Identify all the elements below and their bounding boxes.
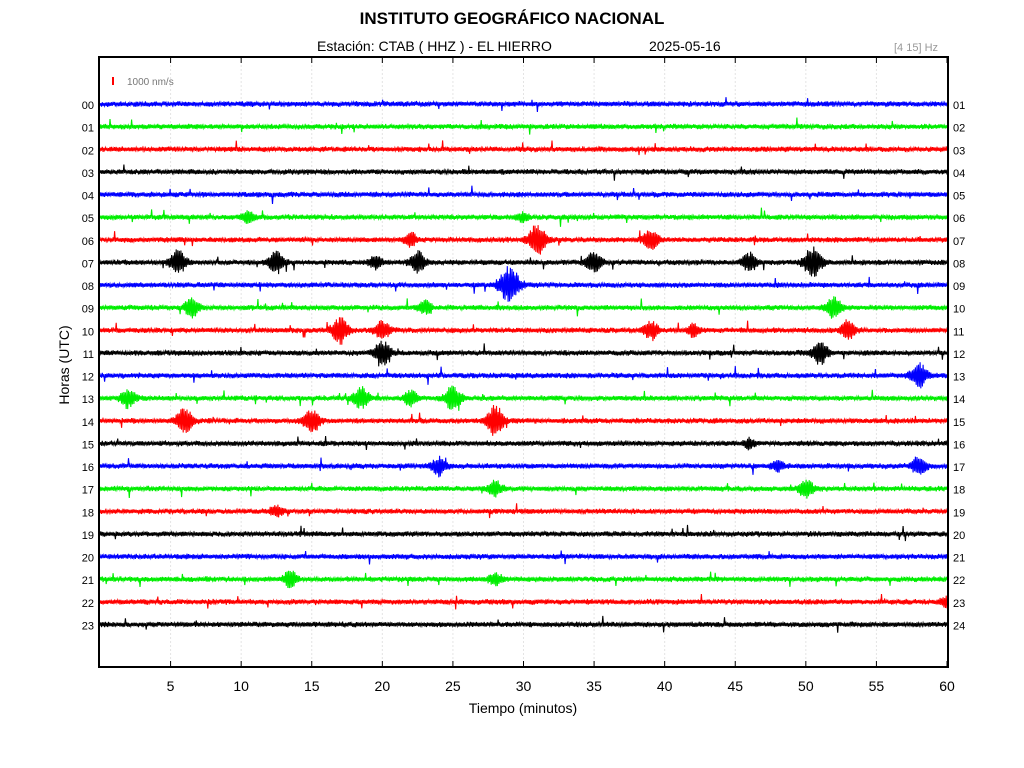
hour-label-left: 08: [82, 281, 94, 293]
hour-label-left: 14: [82, 417, 94, 429]
hour-label-right: 11: [953, 326, 964, 338]
hour-label-left: 17: [82, 485, 94, 497]
hour-label-left: 15: [82, 439, 94, 451]
trace-hour-14: [99, 404, 948, 436]
hour-label-left: 00: [82, 100, 94, 112]
x-tick-label: 15: [304, 678, 320, 694]
hour-label-left: 23: [82, 620, 94, 632]
trace-hour-06: [99, 225, 948, 255]
hour-label-left: 07: [82, 258, 94, 270]
trace-hour-16: [99, 455, 948, 478]
hour-label-left: 05: [82, 213, 94, 225]
hour-label-right: 14: [953, 394, 965, 406]
hour-label-left: 02: [82, 145, 94, 157]
hour-label-left: 10: [82, 326, 94, 338]
trace-hour-13: [99, 385, 948, 411]
grid: [170, 57, 877, 667]
hour-label-right: 15: [953, 417, 965, 429]
hour-label-left: 04: [82, 191, 94, 203]
x-tick-label: 50: [798, 678, 814, 694]
trace-hour-23: [99, 615, 948, 633]
hour-label-left: 18: [82, 507, 94, 519]
hour-label-left: 01: [82, 123, 94, 135]
hour-label-left: 12: [82, 372, 94, 384]
x-tick-label: 25: [445, 678, 461, 694]
x-tick-label: 55: [869, 678, 885, 694]
trace-hour-04: [99, 185, 948, 204]
trace-hour-01: [99, 117, 948, 135]
hour-label-left: 03: [82, 168, 94, 180]
x-tick-label: 35: [586, 678, 602, 694]
hour-label-right: 23: [953, 598, 965, 610]
filter-band-label: [4 15] Hz: [894, 42, 939, 54]
x-axis-label: Tiempo (minutos): [468, 700, 578, 716]
hour-label-left: 11: [83, 349, 94, 361]
trace-hour-00: [99, 97, 948, 113]
trace-hour-10: [99, 317, 948, 345]
trace-hour-09: [99, 296, 948, 319]
hour-label-left: 21: [82, 575, 94, 587]
hour-label-right: 06: [953, 213, 965, 225]
station-label: Estación: CTAB ( HHZ ) - EL HIERRO: [317, 38, 552, 54]
trace-hour-20: [99, 550, 948, 565]
hour-label-left: 22: [82, 598, 94, 610]
date-label: 2025-05-16: [649, 38, 721, 54]
hour-label-right: 01: [953, 100, 965, 112]
hour-label-right: 07: [953, 236, 965, 248]
hour-label-right: 21: [953, 553, 965, 565]
hour-label-right: 12: [953, 349, 965, 361]
trace-hour-22: [99, 593, 948, 610]
x-tick-label: 45: [727, 678, 743, 694]
x-tick-label: 10: [233, 678, 249, 694]
x-tick-label: 20: [375, 678, 391, 694]
hour-label-right: 08: [953, 258, 965, 270]
hour-label-left: 16: [82, 462, 94, 474]
hour-label-right: 10: [953, 304, 965, 316]
hour-label-right: 05: [953, 191, 965, 203]
hour-label-right: 22: [953, 575, 965, 587]
hour-label-right: 04: [953, 168, 965, 180]
trace-hour-12: [99, 362, 948, 389]
hour-label-right: 24: [953, 620, 965, 632]
scale-bar-mark: [112, 77, 114, 85]
x-tick-label: 60: [939, 678, 955, 694]
hour-label-left: 20: [82, 553, 94, 565]
x-axis: 5 10 15 20 25 30 35 40 45 50 55 60: [167, 57, 955, 694]
trace-hour-05: [99, 207, 948, 227]
trace-hour-11: [99, 340, 948, 367]
hour-label-right: 16: [953, 439, 965, 451]
trace-hour-15: [99, 436, 948, 451]
hour-label-right: 13: [953, 372, 965, 384]
trace-hour-07: [99, 246, 948, 277]
trace-hour-18: [99, 503, 948, 519]
hour-label-right: 20: [953, 530, 965, 542]
trace-hour-02: [99, 140, 948, 156]
scale-bar-label: 1000 nm/s: [127, 77, 174, 88]
x-tick-label: 30: [516, 678, 532, 694]
hour-label-left: 19: [82, 530, 94, 542]
hour-label-right: 19: [953, 507, 965, 519]
hour-label-left: 09: [82, 304, 94, 316]
trace-hour-17: [99, 479, 948, 499]
trace-hour-19: [99, 524, 948, 542]
hour-label-right: 03: [953, 145, 965, 157]
hour-label-right: 17: [953, 462, 965, 474]
trace-hour-21: [99, 570, 948, 589]
trace-hour-08: [99, 266, 948, 302]
hour-labels: 00 01 01 02 02 03 03 04 04 05 05 06 06 07 07 08 08 09 09 10…: [82, 100, 966, 632]
chart-title: INSTITUTO GEOGRÁFICO NACIONAL: [359, 9, 665, 28]
x-tick-label: 40: [657, 678, 673, 694]
hour-label-right: 09: [953, 281, 965, 293]
trace-hour-03: [99, 164, 948, 181]
hour-label-right: 02: [953, 123, 965, 135]
scale-bar: 1000 nm/s: [112, 77, 174, 88]
hour-label-left: 06: [82, 236, 94, 248]
x-tick-label: 5: [167, 678, 175, 694]
hour-label-left: 13: [82, 394, 94, 406]
hour-label-right: 18: [953, 485, 965, 497]
traces: [99, 97, 948, 633]
